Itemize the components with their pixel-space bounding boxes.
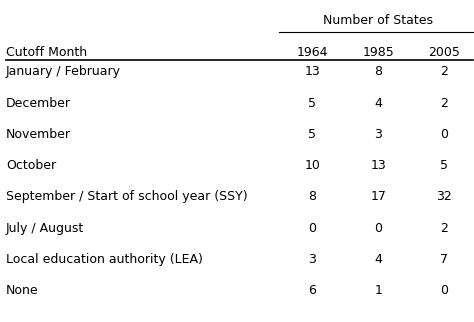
Text: 3: 3: [374, 128, 383, 141]
Text: December: December: [6, 97, 71, 109]
Text: 6: 6: [309, 284, 316, 297]
Text: 7: 7: [440, 253, 448, 266]
Text: September / Start of school year (SSY): September / Start of school year (SSY): [6, 190, 248, 204]
Text: 8: 8: [374, 65, 383, 78]
Text: 2: 2: [440, 65, 448, 78]
Text: 4: 4: [374, 253, 383, 266]
Text: October: October: [6, 159, 56, 172]
Text: 3: 3: [309, 253, 316, 266]
Text: 5: 5: [309, 128, 317, 141]
Text: Local education authority (LEA): Local education authority (LEA): [6, 253, 203, 266]
Text: 1: 1: [374, 284, 383, 297]
Text: November: November: [6, 128, 71, 141]
Text: 10: 10: [304, 159, 320, 172]
Text: 8: 8: [309, 190, 317, 204]
Text: 0: 0: [440, 128, 448, 141]
Text: 2005: 2005: [428, 46, 460, 59]
Text: 13: 13: [371, 159, 386, 172]
Text: 5: 5: [309, 97, 317, 109]
Text: None: None: [6, 284, 39, 297]
Text: 2: 2: [440, 97, 448, 109]
Text: 2: 2: [440, 222, 448, 235]
Text: 17: 17: [370, 190, 386, 204]
Text: 5: 5: [440, 159, 448, 172]
Text: 32: 32: [437, 190, 452, 204]
Text: 0: 0: [309, 222, 317, 235]
Text: Cutoff Month: Cutoff Month: [6, 46, 87, 59]
Text: January / February: January / February: [6, 65, 121, 78]
Text: 4: 4: [374, 97, 383, 109]
Text: 13: 13: [304, 65, 320, 78]
Text: Number of States: Number of States: [323, 14, 433, 27]
Text: July / August: July / August: [6, 222, 84, 235]
Text: 0: 0: [374, 222, 383, 235]
Text: 0: 0: [440, 284, 448, 297]
Text: 1964: 1964: [297, 46, 328, 59]
Text: 1985: 1985: [363, 46, 394, 59]
